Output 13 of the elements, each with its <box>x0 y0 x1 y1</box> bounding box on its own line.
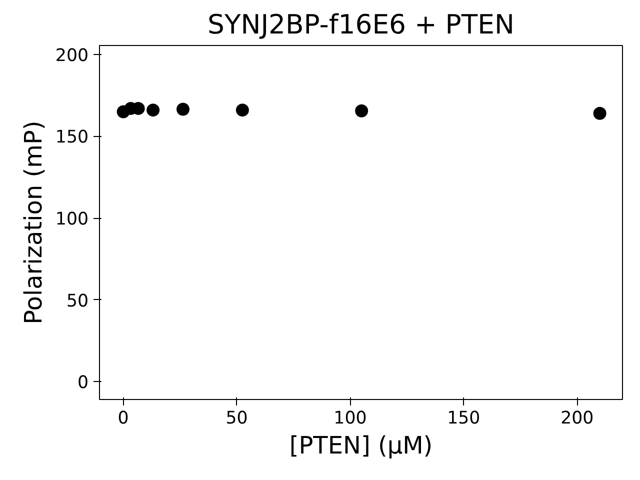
x-tick-label: 150 <box>447 408 480 428</box>
x-tick-label: 50 <box>226 408 248 428</box>
y-tick-label: 100 <box>55 210 89 230</box>
y-tick-label: 200 <box>55 46 89 66</box>
y-tick-label: 50 <box>66 291 89 312</box>
chart-title: SYNJ2BP-f16E6 + PTEN <box>208 10 514 40</box>
y-tick-label: 0 <box>77 373 89 394</box>
x-tick-label: 0 <box>118 408 129 428</box>
y-tick-label: 150 <box>55 128 89 148</box>
x-axis-title: [PTEN] (µM) <box>289 432 433 460</box>
x-tick-label: 100 <box>334 408 367 428</box>
y-axis-title: Polarization (mP) <box>19 120 48 324</box>
x-tick-label: 200 <box>560 408 594 428</box>
